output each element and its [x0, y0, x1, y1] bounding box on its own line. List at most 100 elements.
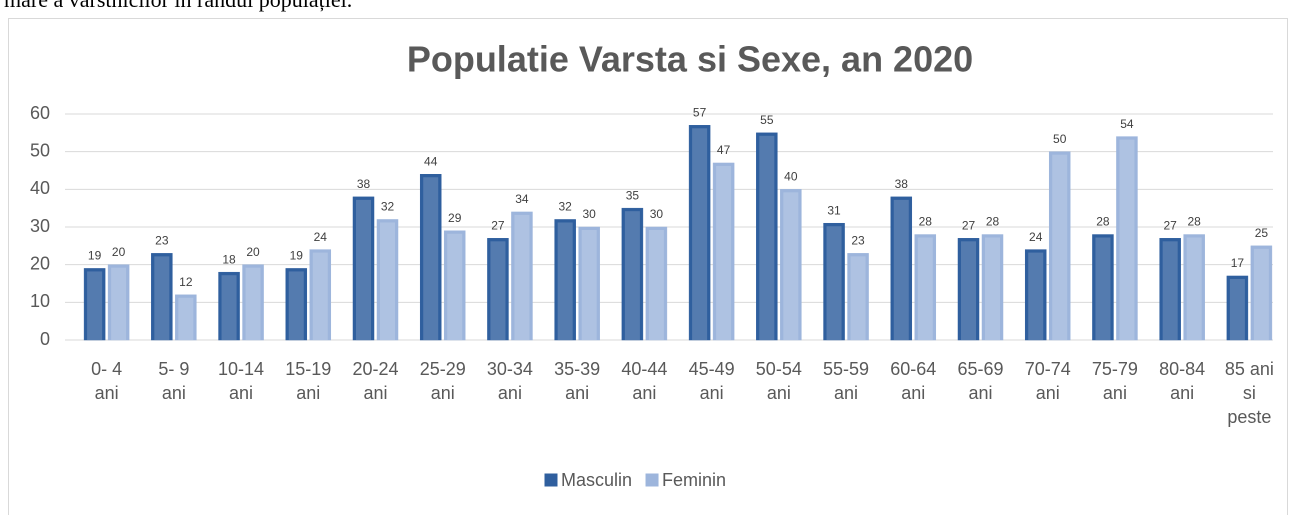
- data-label: 35: [626, 188, 640, 202]
- bar: [1092, 234, 1114, 341]
- bar-highlight: [356, 199, 371, 340]
- bar-highlight: [648, 230, 664, 340]
- bar: [352, 196, 375, 341]
- x-tick-label: 30-34: [487, 359, 533, 379]
- bar-highlight: [716, 165, 732, 340]
- bar: [511, 211, 533, 341]
- page-text: mare a vârstnicilor în rândul populației…: [4, 0, 352, 12]
- x-tick-label: 10-14: [218, 359, 264, 379]
- bar-highlight: [447, 233, 463, 340]
- x-tick-label: ani: [229, 383, 253, 403]
- data-label: 27: [1163, 218, 1177, 232]
- bar: [83, 268, 106, 341]
- data-label: 44: [424, 154, 438, 168]
- legend-swatch: [544, 473, 558, 487]
- bar-highlight: [514, 214, 530, 340]
- x-tick-label: ani: [1036, 383, 1060, 403]
- data-label: 25: [1255, 226, 1269, 240]
- bar: [1226, 275, 1249, 341]
- bar: [1116, 136, 1138, 341]
- y-tick-label: 60: [30, 103, 50, 123]
- data-label: 30: [650, 207, 664, 221]
- x-tick-label: ani: [95, 383, 119, 403]
- bar: [756, 132, 778, 341]
- bar: [487, 238, 509, 341]
- x-tick-label: 15-19: [285, 359, 331, 379]
- x-tick-label: 20-24: [352, 359, 398, 379]
- bar: [621, 207, 644, 341]
- bar-highlight: [423, 177, 439, 340]
- bar-highlight: [759, 135, 775, 340]
- data-label: 17: [1231, 256, 1245, 270]
- data-label: 54: [1120, 117, 1134, 131]
- x-tick-label: peste: [1227, 407, 1271, 427]
- bar-highlight: [154, 256, 170, 340]
- x-tick-label: ani: [1103, 383, 1127, 403]
- bar-highlight: [288, 271, 304, 340]
- bar: [376, 219, 399, 341]
- data-label: 32: [558, 200, 572, 214]
- data-label: 31: [827, 203, 841, 217]
- bar-highlight: [961, 241, 976, 340]
- bar-highlight: [245, 267, 261, 340]
- legend-label: Feminin: [662, 470, 726, 490]
- bar-highlight: [1119, 139, 1135, 340]
- bar-highlight: [1186, 237, 1202, 340]
- x-tick-label: ani: [565, 383, 589, 403]
- bar-highlight: [111, 267, 127, 340]
- x-tick-label: 65-69: [957, 359, 1003, 379]
- x-tick-label: 40-44: [621, 359, 667, 379]
- x-tick-label: ani: [968, 383, 992, 403]
- y-tick-label: 30: [30, 216, 50, 236]
- bar: [914, 234, 937, 341]
- data-label: 19: [88, 249, 102, 263]
- bar-highlight: [221, 275, 237, 340]
- bar: [578, 226, 600, 341]
- bar-highlight: [581, 230, 597, 340]
- bar: [712, 162, 735, 341]
- data-label: 38: [895, 177, 909, 191]
- bar-highlight: [1095, 237, 1111, 340]
- bar: [285, 268, 308, 341]
- y-tick-label: 50: [30, 140, 50, 160]
- data-label: 38: [357, 177, 371, 191]
- bar: [309, 249, 332, 341]
- bar-highlight: [1052, 154, 1068, 340]
- bar: [242, 264, 264, 341]
- chart-title: Populatie Varsta si Sexe, an 2020: [407, 39, 973, 80]
- data-label: 50: [1053, 132, 1067, 146]
- data-label: 23: [851, 234, 865, 248]
- y-tick-label: 20: [30, 253, 50, 273]
- bar: [957, 238, 980, 341]
- bar: [443, 230, 466, 341]
- bar-highlight: [1229, 278, 1245, 340]
- data-label: 20: [112, 245, 126, 259]
- data-label: 27: [962, 218, 976, 232]
- x-tick-label: ani: [632, 383, 656, 403]
- data-label: 34: [515, 192, 529, 206]
- bar: [688, 125, 711, 341]
- bar-highlight: [490, 241, 506, 340]
- x-tick-label: ani: [1170, 383, 1194, 403]
- x-tick-label: ani: [296, 383, 320, 403]
- bar-highlight: [1162, 241, 1178, 340]
- data-label: 19: [290, 249, 304, 263]
- x-tick-label: 75-79: [1092, 359, 1138, 379]
- data-label: 12: [179, 275, 193, 289]
- data-label: 23: [155, 234, 169, 248]
- y-tick-label: 0: [40, 329, 50, 349]
- bar-highlight: [893, 199, 909, 340]
- bar: [554, 219, 576, 341]
- bar-highlight: [1028, 252, 1044, 340]
- data-label: 28: [986, 215, 1000, 229]
- data-label: 24: [1029, 230, 1043, 244]
- bar-highlight: [624, 211, 640, 340]
- y-tick-label: 40: [30, 178, 50, 198]
- bar-highlight: [178, 297, 194, 340]
- bar: [1048, 151, 1071, 341]
- x-tick-label: ani: [363, 383, 387, 403]
- bar-highlight: [917, 237, 933, 340]
- data-label: 28: [919, 215, 933, 229]
- data-label: 24: [314, 230, 328, 244]
- bar-highlight: [380, 222, 395, 340]
